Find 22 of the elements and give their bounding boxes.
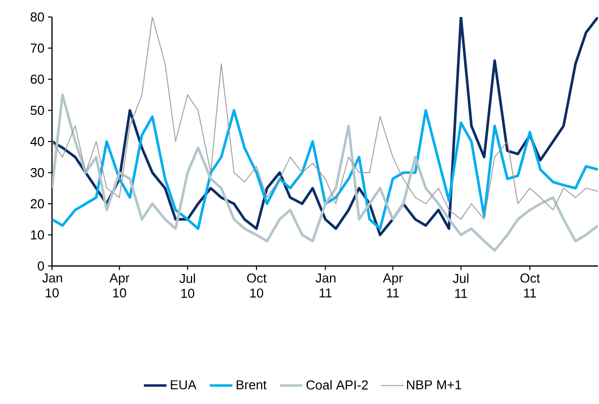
y-tick-label: 20 (30, 199, 44, 208)
y-tick-label: 80 (30, 12, 44, 22)
legend-label: Coal API-2 (306, 380, 368, 390)
y-tick-label: 40 (30, 136, 44, 146)
y-tick-label: 50 (30, 106, 44, 115)
x-tick-label: Jan 10 (42, 274, 62, 298)
line-series (52, 109, 598, 230)
y-tick-label: 60 (30, 74, 44, 84)
legend-label: NBP M+1 (407, 380, 462, 390)
y-tick-label: 30 (30, 168, 44, 178)
x-tick-label: Oct 11 (520, 274, 540, 298)
x-tick-label: Apr 10 (109, 274, 130, 298)
x-tick-label: Jul 10 (179, 274, 195, 298)
x-tick-label: Oct 10 (247, 274, 267, 298)
y-tick-label: 70 (30, 44, 44, 53)
legend-label: EUA (170, 380, 196, 390)
y-tick-label: 0 (38, 261, 44, 271)
x-tick-label: Apr 11 (382, 274, 403, 298)
y-tick-label: 10 (31, 230, 44, 240)
x-tick-label: Jul 11 (452, 274, 468, 298)
legend-label: Brent (236, 380, 267, 390)
x-tick-label: Jan 11 (316, 274, 336, 298)
